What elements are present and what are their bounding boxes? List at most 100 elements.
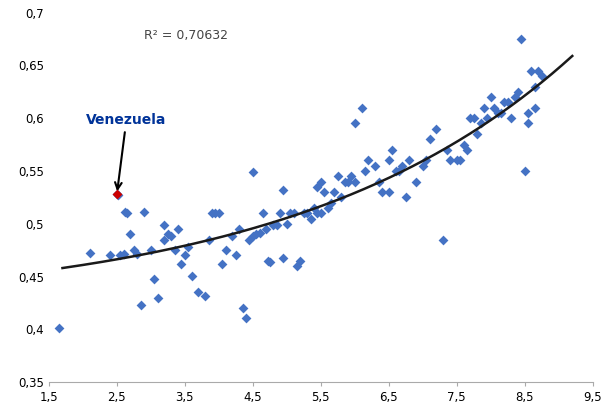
Point bbox=[472, 131, 482, 137]
Point bbox=[227, 233, 237, 240]
Point bbox=[282, 220, 291, 227]
Point bbox=[384, 157, 393, 164]
Point bbox=[462, 147, 472, 153]
Point bbox=[85, 250, 95, 257]
Point bbox=[133, 251, 142, 258]
Point bbox=[513, 89, 523, 95]
Point bbox=[350, 120, 360, 127]
Point bbox=[180, 252, 189, 259]
Point bbox=[459, 141, 469, 148]
Point bbox=[251, 231, 261, 238]
Point bbox=[292, 262, 302, 269]
Point bbox=[112, 191, 122, 197]
Point bbox=[194, 289, 203, 296]
Point bbox=[285, 210, 295, 217]
Point bbox=[475, 120, 485, 127]
Point bbox=[149, 276, 159, 282]
Point bbox=[411, 178, 421, 185]
Text: R² = 0,70632: R² = 0,70632 bbox=[144, 29, 228, 42]
Point bbox=[340, 178, 349, 185]
Point bbox=[374, 178, 384, 185]
Point bbox=[445, 157, 455, 164]
Point bbox=[486, 94, 496, 100]
Point bbox=[431, 126, 441, 132]
Point bbox=[394, 168, 404, 174]
Point bbox=[320, 189, 329, 195]
Point bbox=[404, 157, 414, 164]
Point bbox=[288, 210, 298, 217]
Point bbox=[346, 173, 356, 180]
Point bbox=[329, 189, 339, 195]
Point bbox=[268, 221, 278, 228]
Point bbox=[173, 226, 183, 232]
Point bbox=[54, 325, 64, 332]
Point bbox=[350, 178, 360, 185]
Point bbox=[483, 115, 492, 121]
Point bbox=[115, 252, 125, 259]
Point bbox=[387, 147, 397, 153]
Point bbox=[203, 236, 213, 243]
Point bbox=[187, 272, 197, 279]
Point bbox=[238, 305, 247, 312]
Point bbox=[510, 94, 519, 100]
Point bbox=[523, 110, 533, 116]
Point bbox=[120, 209, 130, 215]
Point bbox=[326, 200, 336, 206]
Point bbox=[496, 110, 506, 116]
Point bbox=[272, 221, 282, 228]
Point bbox=[211, 210, 221, 217]
Point bbox=[244, 236, 254, 243]
Point bbox=[520, 168, 530, 174]
Point bbox=[523, 120, 533, 127]
Point bbox=[306, 215, 315, 222]
Point bbox=[418, 163, 428, 169]
Point bbox=[370, 163, 380, 169]
Point bbox=[299, 210, 309, 217]
Point bbox=[425, 136, 434, 143]
Point bbox=[279, 254, 288, 261]
Point bbox=[275, 210, 285, 217]
Point bbox=[516, 36, 526, 42]
Point bbox=[438, 236, 448, 243]
Point bbox=[119, 251, 128, 258]
Point bbox=[469, 115, 478, 121]
Point bbox=[455, 157, 465, 164]
Point bbox=[159, 221, 169, 228]
Point bbox=[360, 168, 370, 174]
Point bbox=[177, 260, 186, 267]
Point bbox=[200, 292, 210, 299]
Point bbox=[105, 252, 115, 259]
Point bbox=[530, 83, 540, 90]
Point bbox=[248, 233, 258, 240]
Point bbox=[263, 257, 273, 264]
Point bbox=[113, 192, 123, 199]
Point bbox=[207, 210, 217, 217]
Point bbox=[333, 173, 343, 180]
Point bbox=[357, 104, 367, 111]
Point bbox=[312, 210, 322, 217]
Point bbox=[170, 247, 180, 254]
Point bbox=[248, 169, 258, 176]
Point bbox=[499, 99, 509, 106]
Point bbox=[153, 294, 163, 301]
Point bbox=[421, 157, 431, 164]
Point bbox=[255, 230, 265, 236]
Point bbox=[309, 205, 319, 211]
Point bbox=[265, 258, 275, 265]
Point bbox=[163, 231, 173, 238]
Point bbox=[442, 147, 452, 153]
Point bbox=[398, 163, 408, 169]
Point bbox=[336, 194, 346, 201]
Point bbox=[489, 104, 499, 111]
Point bbox=[258, 210, 268, 217]
Point bbox=[343, 178, 353, 185]
Point bbox=[262, 226, 271, 232]
Point bbox=[279, 186, 288, 193]
Point bbox=[401, 194, 411, 201]
Point bbox=[241, 315, 251, 321]
Point bbox=[231, 252, 241, 259]
Point bbox=[129, 247, 139, 254]
Point bbox=[503, 99, 513, 106]
Point bbox=[530, 104, 540, 111]
Point bbox=[214, 210, 224, 217]
